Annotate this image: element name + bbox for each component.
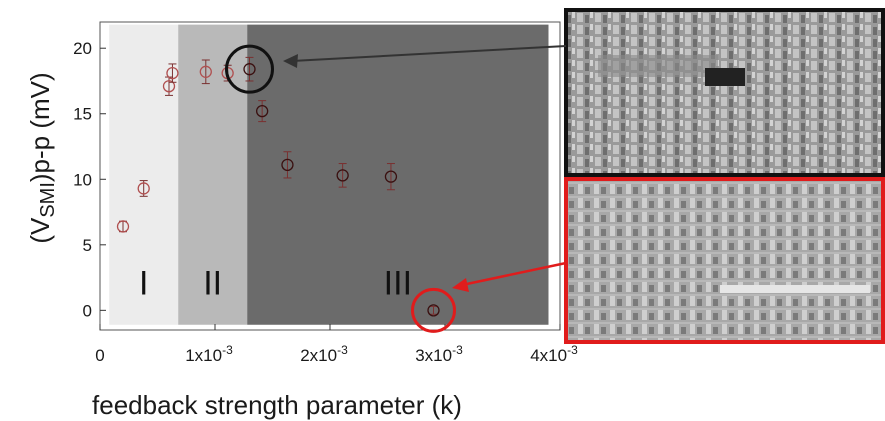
data-point [255, 100, 269, 123]
region-2-label: II [203, 265, 222, 303]
pointer-arrows [283, 45, 567, 292]
region-2-band [178, 24, 248, 325]
data-point [384, 163, 398, 191]
region-1-label: I [139, 265, 148, 303]
data-marker [166, 66, 179, 80]
data-point [336, 163, 349, 188]
data-point [137, 180, 150, 197]
data-marker [199, 65, 212, 78]
top-inset-image [566, 10, 883, 175]
data-marker [162, 80, 176, 93]
data-marker [384, 170, 398, 183]
bottom-inset-border [564, 177, 885, 344]
data-point [281, 151, 294, 179]
top-pointer-arrow [291, 45, 567, 62]
data-point [427, 304, 440, 317]
top-inset-defect [705, 68, 745, 86]
y-tick-label: 10 [73, 170, 92, 189]
y-tick-label: 5 [83, 236, 92, 255]
top-inset [564, 8, 885, 177]
x-tick-label: 4x10-3 [530, 343, 578, 365]
highlight-circle-bottom-inset [411, 287, 456, 333]
data-marker [281, 158, 294, 172]
bottom-inset [564, 177, 885, 344]
x-tick-label: 3x10-3 [415, 343, 463, 365]
data-point [116, 220, 130, 233]
x-tick-label: 1x10-3 [185, 343, 233, 365]
data-point [166, 63, 179, 83]
y-tick-label: 0 [83, 301, 92, 320]
data-marker [243, 63, 256, 76]
x-tick-label: 2x10-3 [300, 343, 348, 365]
y-tick-label: 15 [73, 105, 92, 124]
data-marker [137, 182, 150, 195]
data-marker [255, 104, 269, 118]
data-marker [427, 304, 440, 317]
bottom-pointer-arrow [461, 261, 567, 287]
region-3-label: III [384, 265, 412, 303]
data-point [243, 56, 256, 82]
region-3-band [247, 24, 549, 325]
data-marker [116, 220, 130, 233]
y-tick-label: 20 [73, 39, 92, 58]
x-tick-label: 0 [95, 346, 104, 365]
top-inset-border [564, 8, 885, 177]
bottom-inset-stripe [720, 285, 870, 293]
bottom-inset-image [566, 179, 883, 342]
top-arrowhead [283, 54, 298, 68]
regions-layer: I II III [109, 24, 549, 325]
bottom-arrowhead [452, 278, 469, 292]
highlight-markers [225, 44, 456, 333]
data-marker [336, 169, 349, 182]
x-axis-title: feedback strength parameter (k) [92, 390, 462, 420]
highlight-circle-top-inset [225, 44, 274, 94]
data-point [199, 59, 212, 85]
data-points [116, 56, 440, 317]
y-axis-title: (VSMI)p-p (mV) [25, 72, 59, 243]
